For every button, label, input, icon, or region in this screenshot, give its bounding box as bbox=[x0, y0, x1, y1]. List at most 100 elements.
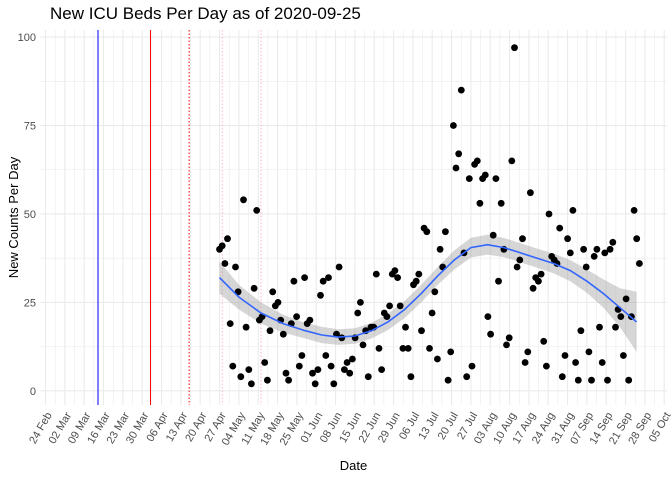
data-point bbox=[335, 263, 343, 271]
data-point bbox=[221, 260, 229, 267]
data-point bbox=[354, 309, 362, 317]
data-point bbox=[282, 369, 290, 377]
data-point bbox=[524, 348, 532, 356]
data-point bbox=[452, 164, 460, 172]
reference-lines bbox=[97, 30, 262, 405]
data-point bbox=[343, 359, 351, 366]
data-point bbox=[436, 245, 444, 253]
data-point bbox=[606, 245, 614, 253]
data-point bbox=[484, 313, 492, 320]
data-point bbox=[492, 175, 500, 183]
data-point bbox=[612, 323, 619, 331]
data-point bbox=[463, 373, 471, 381]
data-point bbox=[596, 323, 603, 331]
data-point bbox=[298, 352, 306, 359]
data-point bbox=[545, 210, 553, 218]
data-point bbox=[564, 235, 571, 243]
data-point bbox=[503, 341, 510, 349]
data-point bbox=[455, 150, 463, 158]
data-point bbox=[540, 337, 548, 345]
data-point bbox=[279, 330, 287, 338]
data-point bbox=[431, 288, 439, 296]
data-point bbox=[261, 359, 269, 366]
data-point bbox=[314, 366, 322, 373]
data-point bbox=[593, 245, 601, 253]
data-point bbox=[330, 380, 338, 388]
data-point bbox=[317, 291, 324, 299]
data-point bbox=[285, 376, 292, 384]
data-point bbox=[465, 175, 473, 183]
data-point bbox=[577, 327, 585, 335]
data-point bbox=[609, 238, 617, 246]
data-point bbox=[383, 313, 391, 320]
data-point bbox=[558, 373, 566, 381]
data-point bbox=[505, 334, 513, 342]
data-point bbox=[434, 355, 441, 363]
data-point bbox=[394, 274, 401, 281]
data-point bbox=[473, 157, 481, 165]
data-point bbox=[274, 299, 282, 306]
data-point bbox=[598, 359, 606, 366]
data-point bbox=[426, 345, 433, 352]
data-point bbox=[364, 373, 372, 381]
data-point bbox=[585, 348, 593, 356]
data-point bbox=[561, 352, 569, 359]
data-point bbox=[442, 228, 449, 236]
data-point bbox=[617, 313, 625, 320]
data-point bbox=[359, 341, 367, 349]
data-point bbox=[625, 376, 633, 384]
data-point bbox=[378, 366, 385, 373]
data-point bbox=[253, 207, 261, 214]
data-point bbox=[237, 373, 245, 381]
data-point bbox=[290, 277, 298, 285]
data-point bbox=[224, 235, 231, 243]
data-point bbox=[341, 366, 348, 373]
data-point bbox=[372, 270, 380, 278]
data-point bbox=[357, 299, 364, 306]
data-point bbox=[588, 376, 595, 384]
data-point bbox=[293, 313, 300, 320]
data-point bbox=[489, 231, 497, 239]
data-point bbox=[601, 249, 609, 257]
y-tick-label: 50 bbox=[24, 209, 36, 221]
data-point bbox=[346, 369, 354, 377]
data-point bbox=[325, 274, 332, 281]
data-point bbox=[248, 380, 255, 388]
data-point bbox=[407, 373, 415, 381]
grid bbox=[40, 30, 667, 405]
data-point bbox=[250, 284, 258, 292]
data-point bbox=[399, 345, 407, 352]
points bbox=[216, 44, 643, 388]
data-point bbox=[423, 228, 431, 236]
data-point bbox=[396, 302, 404, 310]
data-point bbox=[269, 288, 277, 296]
data-point bbox=[508, 157, 516, 165]
x-axis-label: Date bbox=[340, 458, 367, 473]
data-point bbox=[521, 359, 529, 366]
chart-title: New ICU Beds Per Day as of 2020-09-25 bbox=[50, 4, 361, 23]
data-point bbox=[468, 362, 476, 370]
data-point bbox=[604, 376, 611, 384]
data-point bbox=[636, 260, 643, 267]
data-point bbox=[590, 253, 598, 260]
data-point bbox=[428, 309, 436, 317]
data-point bbox=[404, 345, 412, 352]
y-axis-label: New Counts Per Day bbox=[6, 156, 21, 278]
data-point bbox=[543, 362, 550, 370]
data-point bbox=[569, 207, 577, 214]
data-point bbox=[319, 277, 327, 285]
data-point bbox=[582, 263, 590, 271]
y-tick-label: 75 bbox=[24, 121, 36, 133]
data-point bbox=[415, 270, 423, 278]
data-point bbox=[633, 235, 641, 243]
data-point bbox=[497, 199, 505, 207]
data-point bbox=[572, 359, 579, 366]
data-point bbox=[375, 345, 383, 352]
data-point bbox=[322, 352, 330, 359]
data-point bbox=[519, 235, 526, 243]
data-point bbox=[264, 376, 271, 384]
data-point bbox=[226, 320, 234, 327]
data-point bbox=[309, 369, 316, 377]
